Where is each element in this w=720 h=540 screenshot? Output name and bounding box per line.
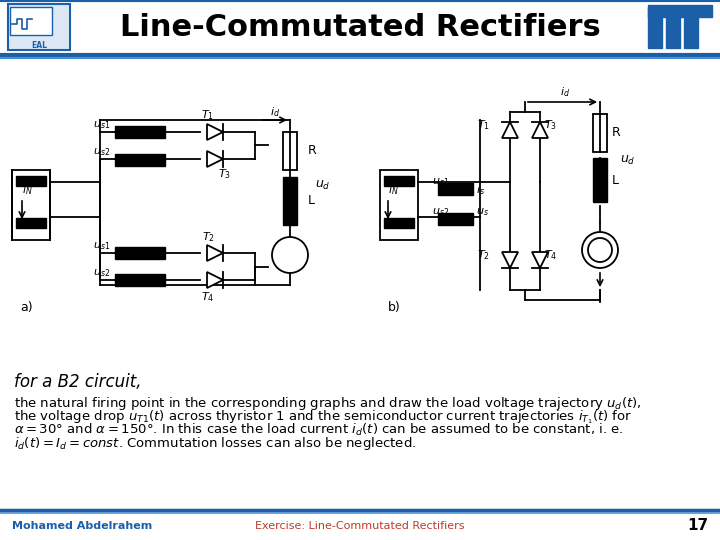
Text: $T_2$: $T_2$ [477,248,490,262]
Text: $T_1$: $T_1$ [202,108,215,122]
Bar [384,176,414,186]
Text: $u_{s2}$: $u_{s2}$ [432,206,449,218]
Polygon shape [207,245,223,261]
Polygon shape [207,124,223,140]
Bar [593,114,607,152]
Text: L: L [612,173,619,186]
Text: b): b) [388,301,401,314]
Bar [438,213,473,225]
Text: R: R [612,125,621,138]
Text: $u_{s1}$: $u_{s1}$ [93,240,110,252]
Bar [684,8,698,48]
Text: Line-Commutated Rectifiers: Line-Commutated Rectifiers [120,14,600,43]
Text: L: L [308,193,315,206]
Text: $u_{s2}$: $u_{s2}$ [93,146,110,158]
Text: $\alpha = 30\degree$ and $\alpha = 150\degree$. In this case the load current $i: $\alpha = 30\degree$ and $\alpha = 150\d… [14,422,624,438]
Text: $i_N$: $i_N$ [22,183,32,197]
Text: the natural firing point in the corresponding graphs and draw the load voltage t: the natural firing point in the correspo… [14,395,642,413]
Bar [16,218,46,228]
Text: $i_d(t) = I_d = const$. Commutation losses can also be neglected.: $i_d(t) = I_d = const$. Commutation loss… [14,435,416,451]
Text: EAL: EAL [31,40,47,50]
Text: $u_d$: $u_d$ [315,178,330,192]
Text: $i_N$: $i_N$ [388,183,399,197]
Circle shape [588,238,612,262]
Text: a): a) [20,301,32,314]
FancyBboxPatch shape [8,4,70,50]
Bar [384,218,414,228]
Polygon shape [532,122,548,138]
Polygon shape [532,252,548,268]
Circle shape [272,237,308,273]
Bar [10,7,52,35]
Bar [380,170,418,240]
Polygon shape [502,252,518,268]
Text: $u_{s2}$: $u_{s2}$ [93,267,110,279]
Text: $u_N$: $u_N$ [22,216,37,228]
Text: $u_N$: $u_N$ [388,216,402,228]
Bar [648,5,712,17]
Text: $i_d$: $i_d$ [270,105,280,119]
Text: $T_2$: $T_2$ [202,230,215,244]
Text: $T_4$: $T_4$ [202,290,215,304]
Text: Exercise: Line-Commutated Rectifiers: Exercise: Line-Commutated Rectifiers [256,521,464,531]
Text: $i_d$: $i_d$ [560,85,570,99]
Bar [12,170,50,240]
Text: $T_3$: $T_3$ [544,118,557,132]
Text: $u_{s1}$: $u_{s1}$ [432,176,449,188]
Bar [438,183,473,195]
Bar [648,8,662,48]
Bar [115,274,165,286]
Bar [593,158,607,202]
Text: $T_3$: $T_3$ [218,167,232,181]
Bar [283,132,297,170]
Bar [16,176,46,186]
Polygon shape [502,122,518,138]
Circle shape [582,232,618,268]
Text: $T_4$: $T_4$ [544,248,557,262]
Bar [115,154,165,166]
Bar [283,177,297,225]
Text: $T_1$: $T_1$ [477,118,490,132]
Bar [666,8,680,48]
Text: the voltage drop $u_{T1}(t)$ across thyristor 1 and the semiconductor current tr: the voltage drop $u_{T1}(t)$ across thyr… [14,408,632,426]
Bar [115,126,165,138]
Text: $u_d$: $u_d$ [620,153,636,166]
Text: 17: 17 [687,518,708,534]
Text: Mohamed Abdelrahem: Mohamed Abdelrahem [12,521,152,531]
Text: $u_{s1}$: $u_{s1}$ [93,119,110,131]
Polygon shape [207,151,223,167]
Text: for a B2 circuit,: for a B2 circuit, [14,373,142,391]
Bar [115,247,165,259]
Polygon shape [207,272,223,288]
Text: $i_s$: $i_s$ [476,183,485,197]
Text: $u_s$: $u_s$ [476,206,489,218]
Text: R: R [308,144,317,157]
